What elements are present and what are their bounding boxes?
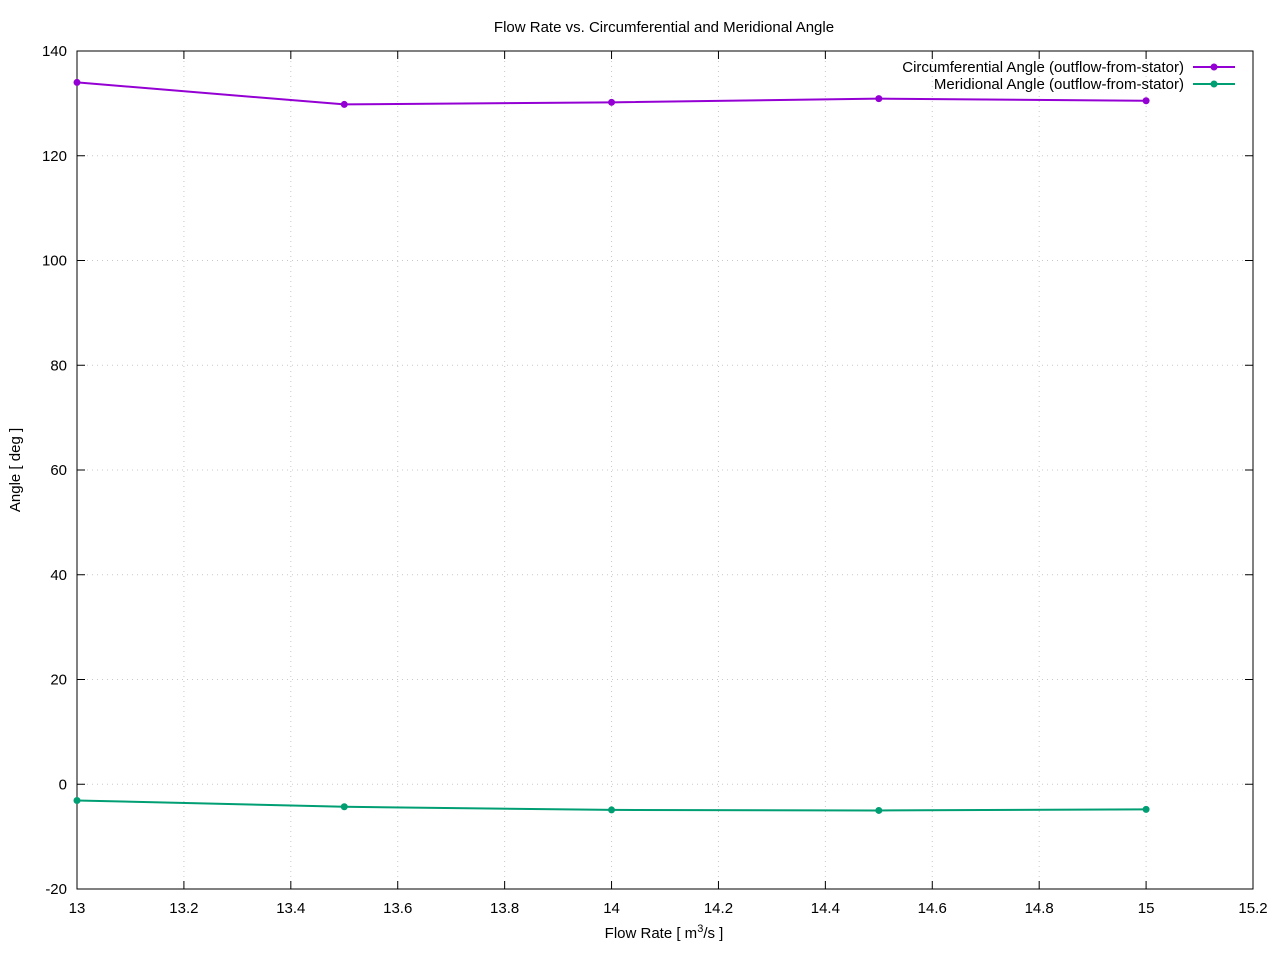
x-tick-label: 15.2 bbox=[1238, 900, 1267, 917]
y-tick-label: 60 bbox=[50, 462, 67, 479]
legend-marker-1 bbox=[1210, 63, 1218, 71]
legend: Circumferential Angle (outflow-from-stat… bbox=[902, 59, 1235, 93]
tick-layer: 13 13.2 13.4 13.6 13.8 14 14.2 14.4 14.6 14.8 15 15… bbox=[42, 43, 1268, 917]
legend-label-1: Circumferential Angle (outflow-from-stat… bbox=[902, 59, 1184, 76]
x-tick-label: 14 bbox=[603, 900, 620, 917]
x-tick-label: 13 bbox=[69, 900, 86, 917]
data-point-series-1 bbox=[875, 95, 883, 103]
y-tick-label: 80 bbox=[50, 357, 67, 374]
y-tick-label: 100 bbox=[42, 253, 67, 270]
x-tick-label: 15 bbox=[1138, 900, 1155, 917]
data-point-series-2 bbox=[1142, 805, 1150, 813]
series-layer bbox=[73, 78, 1150, 814]
legend-marker-2 bbox=[1210, 80, 1218, 88]
x-tick-label: 13.8 bbox=[490, 900, 519, 917]
data-point-series-2 bbox=[340, 803, 348, 811]
data-point-series-2 bbox=[73, 796, 81, 804]
chart-title: Flow Rate vs. Circumferential and Meridi… bbox=[494, 19, 834, 36]
data-point-series-2 bbox=[875, 806, 883, 814]
legend-label-2: Meridional Angle (outflow-from-stator) bbox=[934, 76, 1184, 93]
data-point-series-2 bbox=[608, 806, 616, 814]
x-tick-label: 14.2 bbox=[704, 900, 733, 917]
x-tick-label: 13.2 bbox=[169, 900, 198, 917]
x-tick-label: 14.4 bbox=[811, 900, 840, 917]
data-point-series-1 bbox=[1142, 97, 1150, 105]
x-axis-label-main: Flow Rate [ m bbox=[605, 925, 698, 942]
plot-frame bbox=[76, 50, 1254, 890]
data-point-series-1 bbox=[73, 78, 81, 86]
x-axis-label-superscript: 3 bbox=[697, 923, 703, 935]
y-tick-label: 140 bbox=[42, 43, 67, 60]
y-tick-label: 120 bbox=[42, 148, 67, 165]
x-tick-label: 14.8 bbox=[1025, 900, 1054, 917]
grid-layer bbox=[76, 50, 1254, 890]
y-tick-label: 0 bbox=[59, 776, 67, 793]
x-tick-label: 13.6 bbox=[383, 900, 412, 917]
y-tick-label: 40 bbox=[50, 567, 67, 584]
data-point-series-1 bbox=[340, 100, 348, 108]
x-tick-label: 14.6 bbox=[918, 900, 947, 917]
y-tick-label: -20 bbox=[45, 881, 67, 898]
x-tick-label: 13.4 bbox=[276, 900, 305, 917]
x-axis-label: Flow Rate [ m3/s ] bbox=[605, 923, 724, 942]
x-axis-label-tail: /s ] bbox=[703, 925, 723, 942]
y-tick-label: 20 bbox=[50, 672, 67, 689]
y-axis-label: Angle [ deg ] bbox=[7, 428, 24, 512]
data-point-series-1 bbox=[608, 98, 616, 106]
